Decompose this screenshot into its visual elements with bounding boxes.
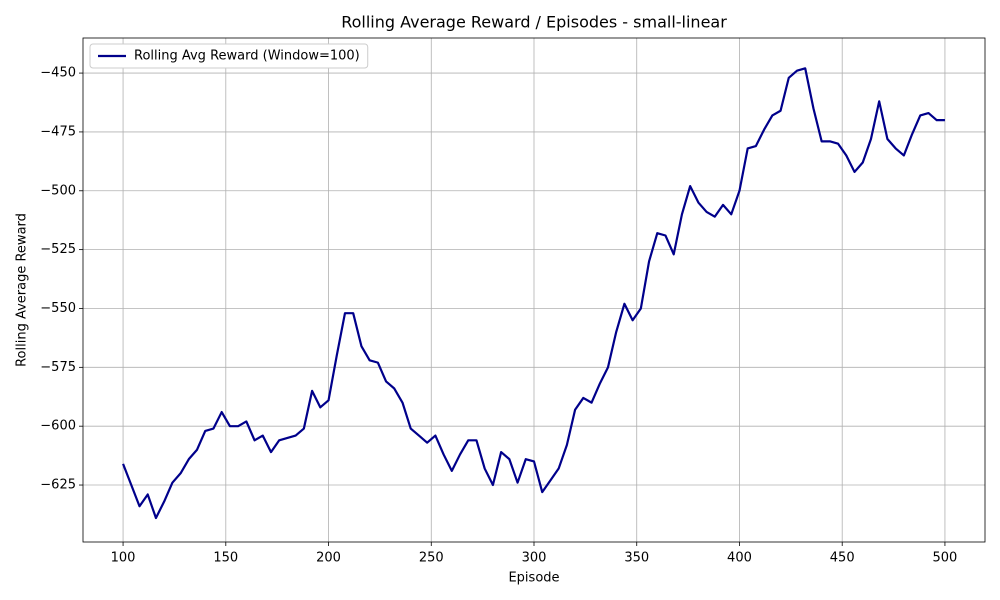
y-tick-label: −475 [40, 124, 76, 139]
x-tick-label: 150 [213, 551, 238, 566]
x-tick-label: 500 [933, 551, 958, 566]
y-tick-label: −625 [40, 478, 76, 493]
y-tick-label: −600 [40, 419, 76, 434]
legend-box [89, 43, 369, 69]
x-tick-label: 100 [111, 551, 136, 566]
x-tick-label: 450 [830, 551, 855, 566]
plot-frame [82, 37, 986, 543]
y-tick-label: −500 [40, 183, 76, 198]
chart-title: Rolling Average Reward / Episodes - smal… [341, 13, 727, 32]
y-tick-label: −450 [40, 66, 76, 81]
legend-label: Rolling Avg Reward (Window=100) [134, 49, 360, 64]
x-tick-label: 300 [522, 551, 547, 566]
series-line [122, 67, 945, 520]
y-tick-label: −575 [40, 360, 76, 375]
x-tick-label: 400 [727, 551, 752, 566]
y-tick-label: −525 [40, 242, 76, 257]
x-axis-label: Episode [508, 571, 559, 586]
y-tick-label: −550 [40, 301, 76, 316]
x-tick-label: 350 [624, 551, 649, 566]
x-tick-label: 250 [419, 551, 444, 566]
y-axis-label: Rolling Average Reward [15, 213, 30, 367]
x-tick-label: 200 [316, 551, 341, 566]
